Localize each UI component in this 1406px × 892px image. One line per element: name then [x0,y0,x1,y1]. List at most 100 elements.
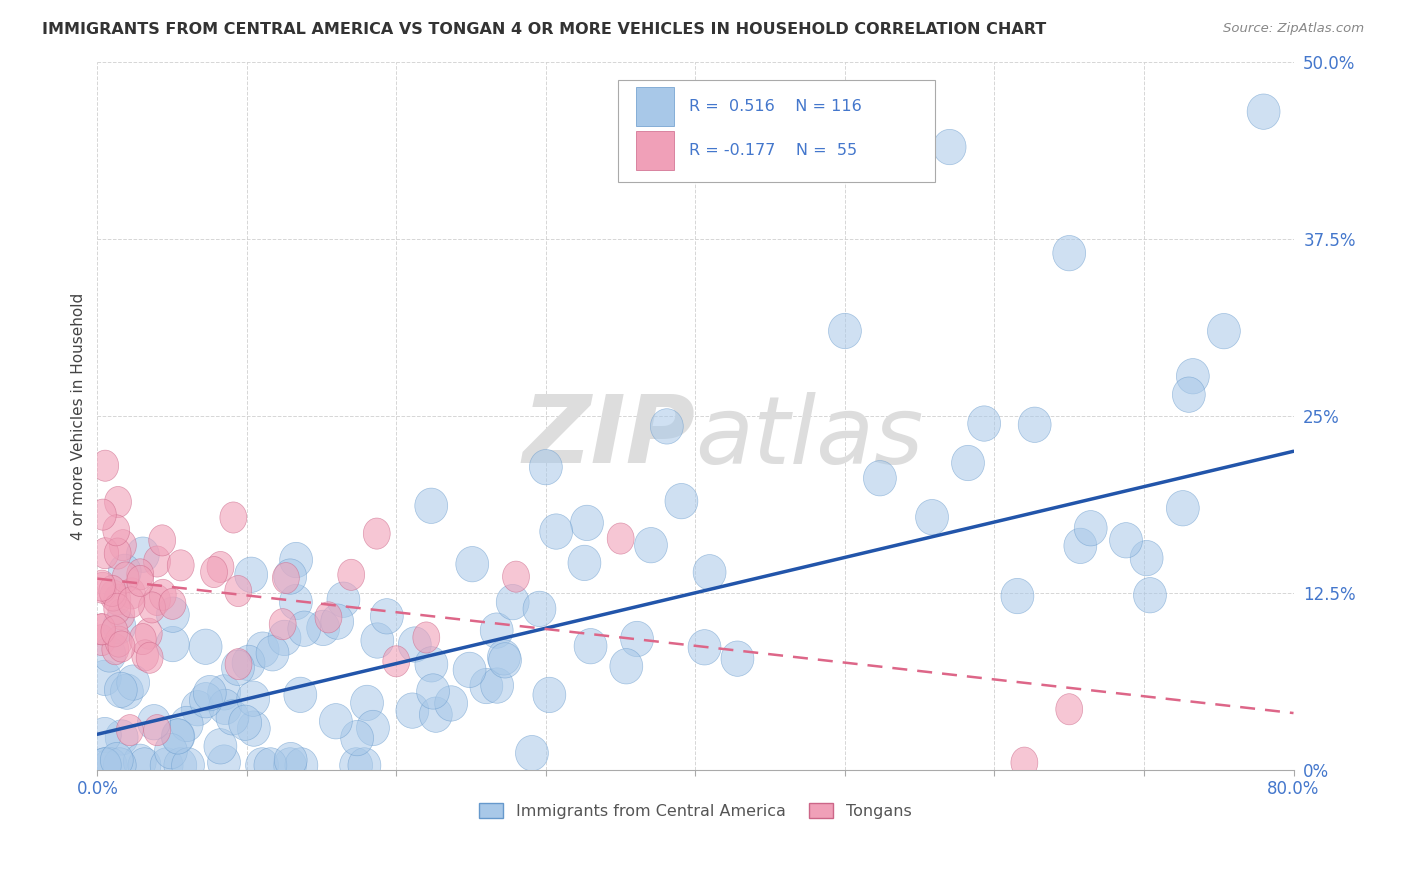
Bar [617,79,935,183]
Ellipse shape [273,563,299,594]
Ellipse shape [280,542,312,578]
Ellipse shape [132,640,159,671]
Ellipse shape [1167,491,1199,526]
Ellipse shape [162,719,195,754]
Ellipse shape [1133,577,1167,613]
Ellipse shape [110,530,136,561]
Ellipse shape [89,717,121,753]
Text: atlas: atlas [696,392,924,483]
Ellipse shape [143,714,170,746]
Ellipse shape [117,714,143,746]
Ellipse shape [502,561,530,592]
Ellipse shape [1053,235,1085,271]
Ellipse shape [574,629,607,664]
Ellipse shape [127,566,153,597]
Ellipse shape [208,674,240,710]
Legend: Immigrants from Central America, Tongans: Immigrants from Central America, Tongans [472,797,918,825]
Ellipse shape [135,618,162,649]
Ellipse shape [328,582,360,617]
Ellipse shape [350,685,384,721]
Ellipse shape [104,584,131,615]
Ellipse shape [285,747,318,783]
Ellipse shape [363,518,391,549]
Ellipse shape [89,747,121,783]
Ellipse shape [105,626,132,657]
Ellipse shape [94,747,128,783]
Ellipse shape [1056,694,1083,725]
Ellipse shape [434,686,468,721]
Ellipse shape [470,668,503,704]
Ellipse shape [167,549,194,581]
Ellipse shape [172,747,204,783]
Ellipse shape [136,642,163,673]
Ellipse shape [124,744,156,780]
Ellipse shape [112,562,139,593]
Ellipse shape [915,500,949,535]
Ellipse shape [89,614,115,645]
Ellipse shape [256,636,290,671]
Text: Source: ZipAtlas.com: Source: ZipAtlas.com [1223,22,1364,36]
Ellipse shape [1001,578,1033,614]
Ellipse shape [238,711,270,747]
Ellipse shape [571,505,603,541]
Ellipse shape [105,720,138,756]
Ellipse shape [217,699,249,735]
Text: ZIP: ZIP [523,391,696,483]
Ellipse shape [219,502,247,533]
Y-axis label: 4 or more Vehicles in Household: 4 or more Vehicles in Household [72,293,86,540]
Ellipse shape [607,523,634,554]
Ellipse shape [236,681,270,716]
Ellipse shape [1018,407,1052,442]
Ellipse shape [162,719,194,754]
Ellipse shape [516,736,548,771]
Ellipse shape [139,592,166,623]
Ellipse shape [688,630,721,665]
Bar [636,87,673,126]
Ellipse shape [496,584,529,620]
Ellipse shape [1011,747,1038,778]
Ellipse shape [396,693,429,728]
Ellipse shape [207,551,233,582]
Ellipse shape [481,668,513,703]
Ellipse shape [103,608,136,644]
Ellipse shape [194,675,226,711]
Bar [636,131,673,170]
Ellipse shape [149,579,176,610]
Ellipse shape [222,650,254,685]
Ellipse shape [101,615,128,647]
Ellipse shape [610,648,643,684]
Ellipse shape [129,624,156,655]
Ellipse shape [419,697,453,732]
Ellipse shape [274,559,307,594]
Ellipse shape [117,665,149,700]
Ellipse shape [1064,528,1097,564]
Ellipse shape [319,704,353,739]
Ellipse shape [530,450,562,485]
Text: IMMIGRANTS FROM CENTRAL AMERICA VS TONGAN 4 OR MORE VEHICLES IN HOUSEHOLD CORREL: IMMIGRANTS FROM CENTRAL AMERICA VS TONGA… [42,22,1046,37]
Ellipse shape [156,597,190,632]
Ellipse shape [1074,510,1107,546]
Ellipse shape [208,690,242,724]
Ellipse shape [201,557,228,588]
Ellipse shape [1208,313,1240,349]
Ellipse shape [208,745,240,780]
Ellipse shape [481,613,513,648]
Ellipse shape [104,538,131,569]
Ellipse shape [721,641,754,676]
Ellipse shape [1247,94,1279,129]
Ellipse shape [127,537,159,573]
Ellipse shape [143,546,170,577]
Ellipse shape [456,547,489,582]
Ellipse shape [337,559,364,591]
Ellipse shape [540,514,572,549]
Ellipse shape [89,624,115,656]
Ellipse shape [347,747,381,783]
Ellipse shape [288,611,321,647]
Ellipse shape [620,622,654,657]
Ellipse shape [269,620,301,656]
Ellipse shape [523,591,555,626]
Ellipse shape [416,673,450,709]
Ellipse shape [181,690,214,726]
Ellipse shape [269,608,297,640]
Ellipse shape [138,705,170,739]
